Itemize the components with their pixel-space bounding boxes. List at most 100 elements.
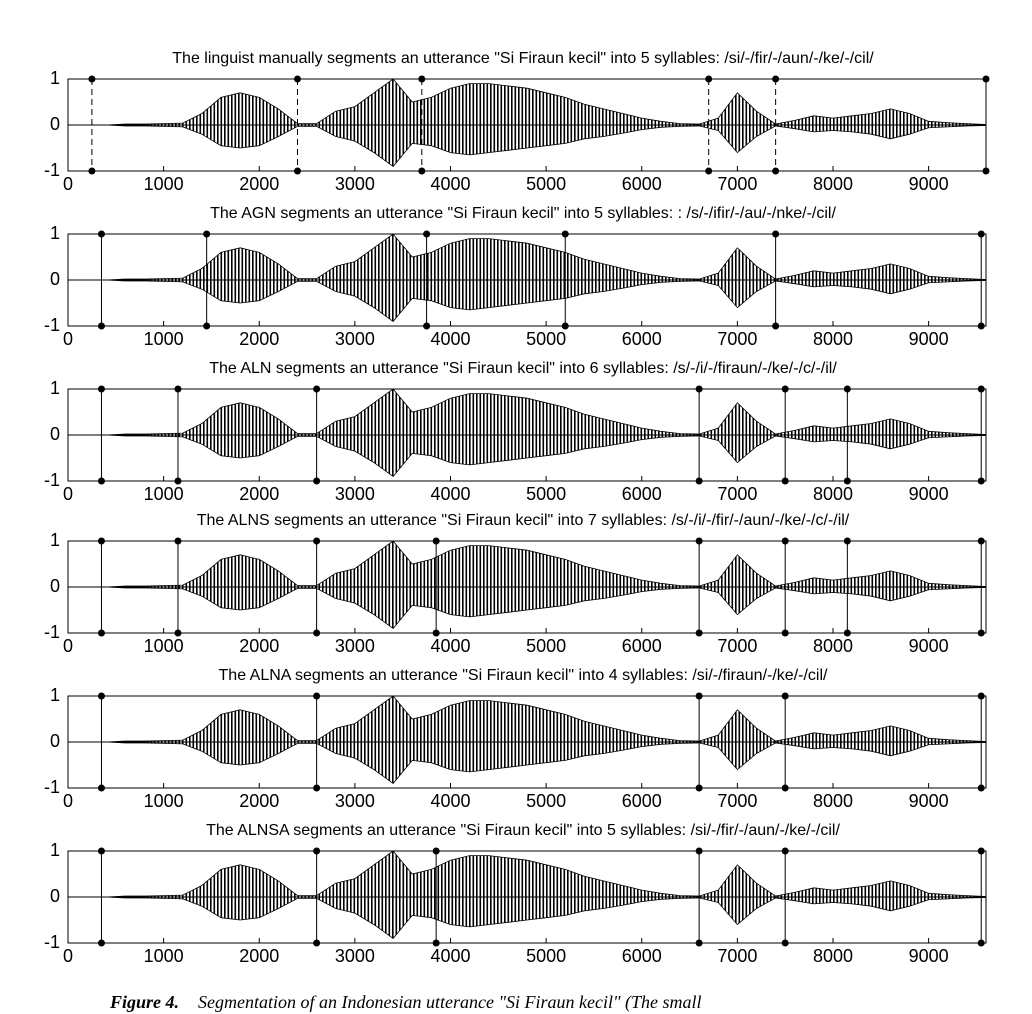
x-tick-label: 1000 [144,946,184,966]
boundary-dot [695,629,703,637]
boundary-dot [977,629,985,637]
y-tick-label: 0 [50,731,60,751]
boundary-dot [313,629,321,637]
y-tick-label: -1 [44,160,60,180]
boundary-dot [781,692,789,700]
x-tick-label: 5000 [526,174,566,194]
x-tick-label: 0 [63,484,73,504]
boundary-dot [97,629,105,637]
boundary-dot [781,847,789,855]
chart-title: The ALNS segments an utterance "Si Firau… [197,512,850,529]
y-tick-label: 0 [50,114,60,134]
y-tick-label: 1 [50,68,60,88]
x-tick-label: 3000 [335,946,375,966]
x-tick-label: 2000 [239,946,279,966]
x-tick-label: 7000 [717,791,757,811]
x-tick-label: 0 [63,174,73,194]
x-tick-label: 5000 [526,636,566,656]
x-tick-label: 5000 [526,791,566,811]
x-tick-label: 9000 [909,174,949,194]
boundary-dot [695,385,703,393]
boundary-dot [843,477,851,485]
boundary-dot [97,784,105,792]
waveform-envelope [68,124,987,167]
boundary-dot [695,477,703,485]
boundary-dot [97,939,105,947]
waveform-envelope [68,741,987,784]
y-tick-label: -1 [44,777,60,797]
boundary-dot [695,784,703,792]
x-tick-label: 8000 [813,174,853,194]
boundary-dot [313,385,321,393]
boundary-dot [88,75,96,83]
y-tick-label: 1 [50,840,60,860]
boundary-dot [561,322,569,330]
chart-title: The ALN segments an utterance "Si Firaun… [209,360,837,377]
x-tick-label: 2000 [239,329,279,349]
x-tick-label: 0 [63,791,73,811]
boundary-dot [432,847,440,855]
x-tick-label: 1000 [144,174,184,194]
boundary-dot [695,692,703,700]
x-tick-label: 2000 [239,791,279,811]
x-tick-label: 4000 [430,946,470,966]
chart-title: The AGN segments an utterance "Si Firaun… [210,205,836,222]
x-tick-label: 7000 [717,174,757,194]
boundary-dot [313,537,321,545]
y-tick-label: -1 [44,622,60,642]
x-tick-label: 6000 [622,484,662,504]
x-tick-label: 1000 [144,791,184,811]
boundary-dot [695,939,703,947]
x-tick-label: 3000 [335,329,375,349]
waveform-envelope [68,695,987,743]
boundary-dot [695,847,703,855]
boundary-dot [561,230,569,238]
caption-text: Segmentation of an Indonesian utterance … [198,992,702,1013]
boundary-dot [432,939,440,947]
boundary-dot [313,692,321,700]
y-tick-label: 0 [50,576,60,596]
boundary-dot [781,477,789,485]
x-tick-label: 6000 [622,174,662,194]
boundary-dot [313,477,321,485]
boundary-dot [432,537,440,545]
x-tick-label: 0 [63,329,73,349]
boundary-dot [432,629,440,637]
x-tick-label: 9000 [909,791,949,811]
waveform-envelope [68,78,987,126]
x-tick-label: 4000 [430,636,470,656]
y-tick-label: 0 [50,424,60,444]
x-tick-label: 5000 [526,484,566,504]
boundary-dot [977,477,985,485]
boundary-dot [294,167,301,175]
x-tick-label: 9000 [909,329,949,349]
x-tick-label: 8000 [813,791,853,811]
boundary-dot [781,784,789,792]
boundary-dot [977,847,985,855]
x-tick-label: 5000 [526,329,566,349]
x-tick-label: 6000 [622,791,662,811]
x-tick-label: 1000 [144,636,184,656]
x-tick-label: 1000 [144,329,184,349]
boundary-dot [174,629,182,637]
boundary-dot [843,537,851,545]
x-tick-label: 7000 [717,329,757,349]
boundary-dot [203,230,211,238]
x-tick-label: 8000 [813,636,853,656]
chart-title: The ALNA segments an utterance "Si Firau… [219,667,829,684]
boundary-dot [977,692,985,700]
y-tick-label: 1 [50,530,60,550]
boundary-dot [843,629,851,637]
x-tick-label: 6000 [622,946,662,966]
waveform-envelope [68,586,987,629]
boundary-dot [977,784,985,792]
boundary-dot [705,75,713,83]
x-tick-label: 7000 [717,484,757,504]
boundary-dot [772,167,780,175]
y-tick-label: -1 [44,315,60,335]
waveform-envelope [68,540,987,588]
x-tick-label: 4000 [430,329,470,349]
boundary-dot [781,939,789,947]
x-tick-label: 9000 [909,484,949,504]
